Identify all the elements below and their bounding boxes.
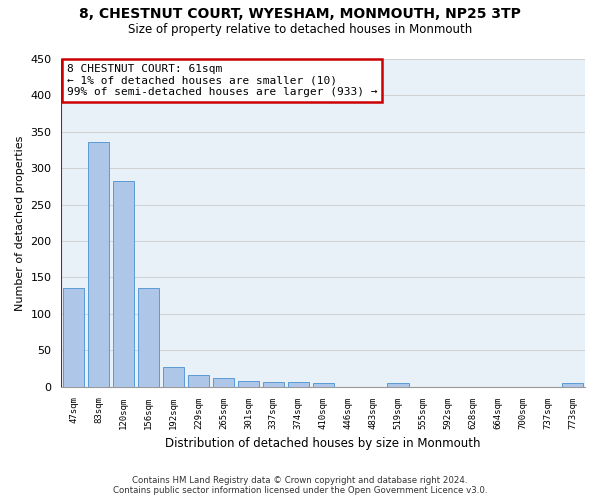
Bar xyxy=(113,182,134,386)
X-axis label: Distribution of detached houses by size in Monmouth: Distribution of detached houses by size … xyxy=(166,437,481,450)
Bar xyxy=(63,288,85,386)
Bar xyxy=(138,288,159,386)
Bar xyxy=(188,375,209,386)
Bar xyxy=(287,382,309,386)
Text: Contains HM Land Registry data © Crown copyright and database right 2024.
Contai: Contains HM Land Registry data © Crown c… xyxy=(113,476,487,495)
Bar xyxy=(163,367,184,386)
Text: Size of property relative to detached houses in Monmouth: Size of property relative to detached ho… xyxy=(128,22,472,36)
Bar xyxy=(213,378,234,386)
Text: 8, CHESTNUT COURT, WYESHAM, MONMOUTH, NP25 3TP: 8, CHESTNUT COURT, WYESHAM, MONMOUTH, NP… xyxy=(79,8,521,22)
Bar xyxy=(562,383,583,386)
Bar xyxy=(313,383,334,386)
Bar xyxy=(88,142,109,386)
Bar xyxy=(263,382,284,386)
Bar xyxy=(388,383,409,386)
Y-axis label: Number of detached properties: Number of detached properties xyxy=(15,135,25,310)
Bar xyxy=(238,381,259,386)
Text: 8 CHESTNUT COURT: 61sqm
← 1% of detached houses are smaller (10)
99% of semi-det: 8 CHESTNUT COURT: 61sqm ← 1% of detached… xyxy=(67,64,377,97)
